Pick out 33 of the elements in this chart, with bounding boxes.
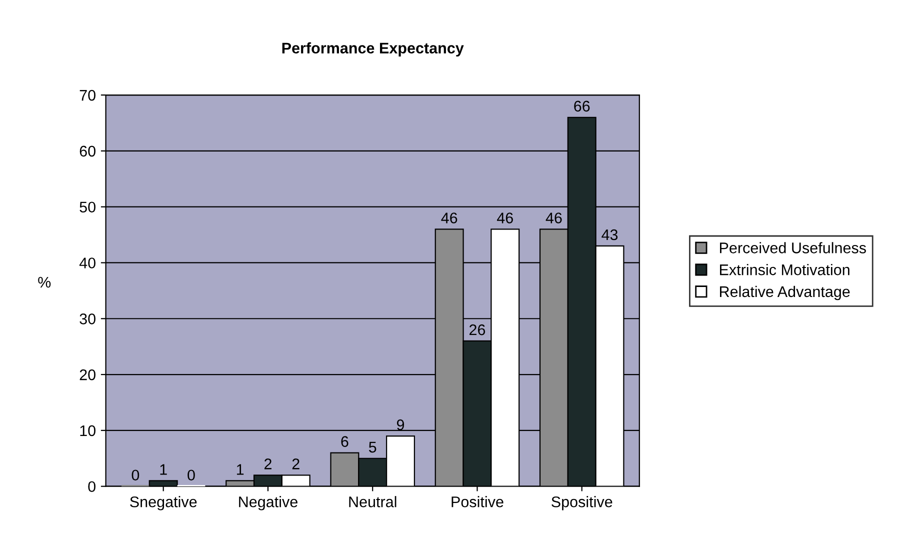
chart-title: Performance Expectancy [282, 42, 464, 57]
y-tick-label: 0 [88, 481, 96, 492]
y-tick-label: 50 [80, 202, 96, 213]
data-label: 0 [188, 470, 195, 481]
data-label: 1 [160, 464, 167, 475]
y-tick-label: 10 [80, 425, 96, 436]
y-tick-label: 20 [80, 369, 96, 380]
y-tick-label: 70 [80, 90, 96, 101]
data-label: 6 [341, 436, 348, 447]
x-tick-label: Positive [452, 496, 504, 508]
data-label: 66 [574, 100, 590, 112]
x-tick-label: Spositive [552, 496, 612, 510]
data-label: 2 [264, 458, 272, 470]
x-tick-label: Neutral [349, 496, 396, 508]
data-label: 46 [441, 212, 458, 224]
y-axis-title: % [38, 276, 51, 288]
x-tick-label: Negative [239, 496, 298, 510]
data-label: 2 [292, 458, 300, 470]
y-tick-label: 30 [80, 314, 96, 324]
legend-label: Perceived Usefulness [720, 242, 866, 254]
data-label: 9 [396, 419, 404, 430]
data-label: 43 [602, 229, 618, 240]
y-tick-label: 60 [80, 146, 96, 157]
data-label: 0 [132, 470, 140, 481]
y-tick-label: 40 [79, 258, 96, 268]
legend-label: Extrinsic Motivation [720, 264, 850, 276]
data-label: 26 [470, 324, 486, 336]
data-label: 5 [368, 442, 376, 453]
x-tick-label: Snegative [130, 496, 197, 510]
legend-label: Relative Advantage [720, 286, 850, 300]
data-label: 46 [496, 212, 513, 224]
data-label: 1 [236, 464, 244, 475]
data-label: 46 [546, 212, 562, 224]
